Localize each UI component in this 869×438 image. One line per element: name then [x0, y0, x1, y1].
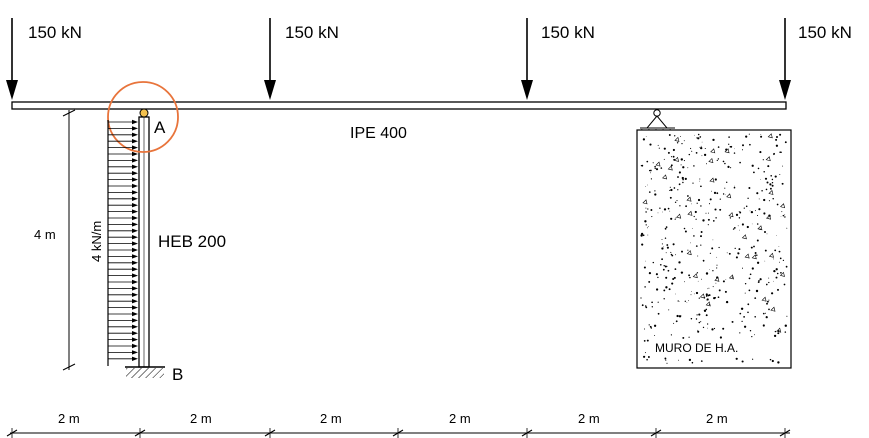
hinge-a: A	[139, 108, 166, 137]
point-loads: 150 kN 150 kN 150 kN 150 kN	[6, 18, 852, 100]
span-label-6: 2 m	[706, 411, 728, 426]
point-load-4: 150 kN	[779, 18, 852, 100]
span-label-3: 2 m	[320, 411, 342, 426]
highlight-circle	[107, 81, 179, 153]
point-load-3: 150 kN	[521, 18, 595, 100]
load-label-1: 150 kN	[28, 23, 82, 42]
beam: IPE 400	[11, 101, 787, 142]
span-label-4: 2 m	[449, 411, 471, 426]
height-dimension: 4 m	[34, 109, 76, 371]
span-label-2: 2 m	[190, 411, 212, 426]
span-dimensions: 2 m 2 m 2 m 2 m 2 m 2 m	[6, 411, 791, 438]
beam-label: IPE 400	[350, 125, 407, 142]
point-load-2: 150 kN	[264, 18, 339, 100]
span-label-5: 2 m	[578, 411, 600, 426]
load-label-4: 150 kN	[798, 23, 852, 42]
load-label-2: 150 kN	[285, 23, 339, 42]
concrete-texture	[640, 133, 788, 364]
node-b-label: B	[172, 365, 183, 384]
wall-label: MURO DE H.A.	[655, 341, 738, 355]
height-label: 4 m	[34, 227, 56, 242]
distributed-load: 4 kN/m	[89, 119, 138, 366]
column-label: HEB 200	[158, 232, 226, 251]
point-load-1: 150 kN	[6, 18, 82, 100]
span-label-1: 2 m	[58, 411, 80, 426]
concrete-wall: MURO DE H.A.	[636, 129, 792, 369]
distributed-load-label: 4 kN/m	[89, 221, 104, 262]
column: HEB 200	[138, 116, 226, 368]
fixed-support-b: B	[125, 365, 183, 384]
node-a-label: A	[154, 118, 166, 137]
distributed-load-arrows	[108, 119, 138, 361]
load-label-3: 150 kN	[541, 23, 595, 42]
span-ticks	[6, 428, 791, 438]
